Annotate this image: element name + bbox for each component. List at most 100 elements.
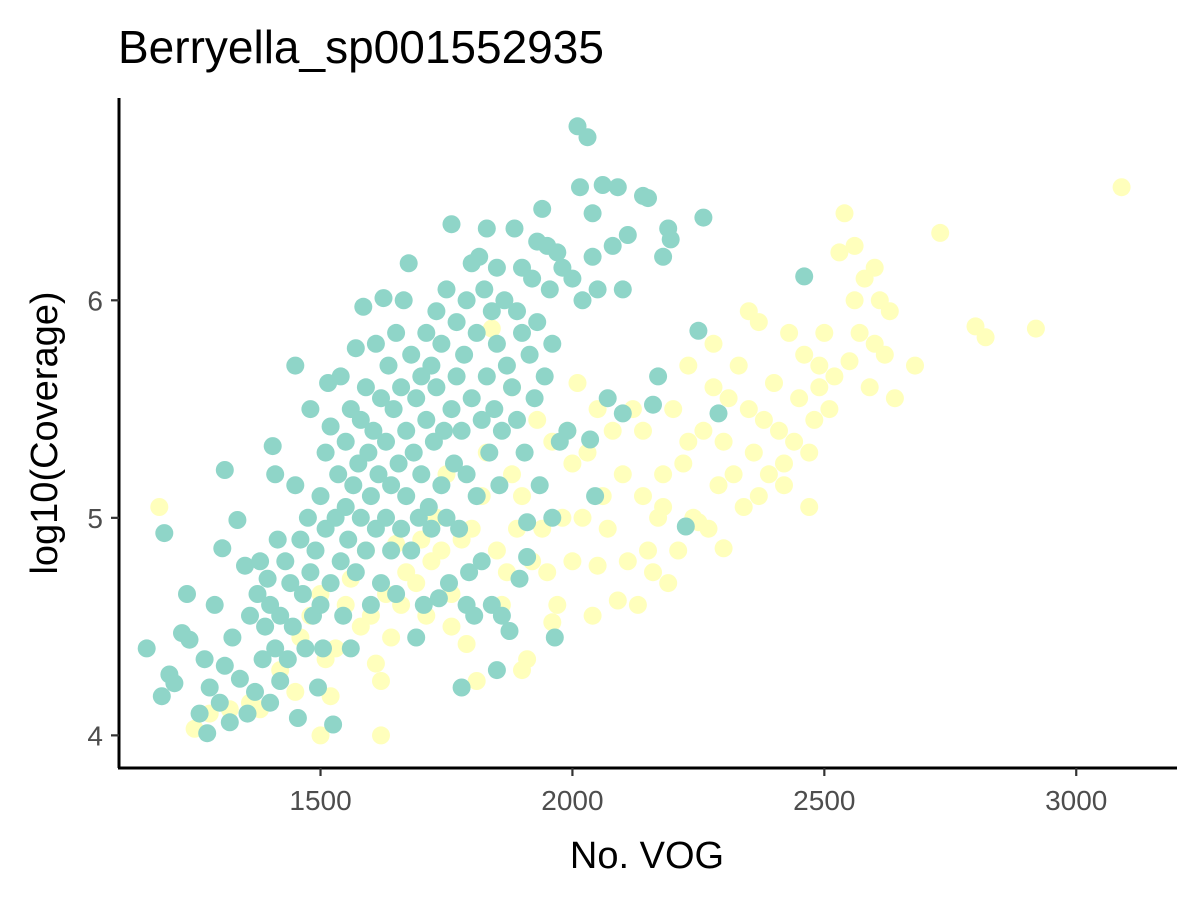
data-point-s0-126 — [931, 223, 950, 242]
data-point-s1-204 — [613, 404, 632, 423]
data-point-s0-82 — [679, 356, 698, 375]
data-point-s1-180 — [530, 476, 549, 495]
data-point-s0-104 — [785, 432, 804, 451]
data-point-s1-126 — [432, 334, 451, 353]
data-point-s1-170 — [510, 569, 529, 588]
data-point-s1-25 — [248, 585, 267, 603]
data-point-s1-148 — [470, 247, 489, 266]
data-point-s1-175 — [520, 345, 539, 364]
data-point-s0-106 — [795, 345, 814, 364]
data-point-s1-123 — [427, 378, 446, 397]
data-point-s1-138 — [452, 678, 471, 697]
data-point-s1-45 — [291, 530, 310, 549]
data-point-s1-120 — [422, 519, 441, 538]
data-point-s0-58 — [563, 454, 582, 473]
chart-title: Berryella_sp001552935 — [118, 21, 604, 73]
data-point-s1-0 — [137, 639, 156, 658]
data-point-s1-35 — [268, 530, 287, 549]
data-point-s1-48 — [298, 508, 317, 527]
data-point-s1-26 — [251, 552, 270, 571]
data-point-s1-191 — [563, 269, 582, 288]
data-point-s0-143 — [810, 356, 829, 375]
data-point-s0-88 — [709, 476, 728, 495]
data-point-s1-23 — [241, 606, 259, 625]
data-point-s1-212 — [661, 230, 680, 249]
data-point-s1-32 — [263, 437, 282, 456]
data-point-s1-149 — [472, 410, 491, 429]
data-point-s0-123 — [880, 302, 899, 321]
data-point-s1-66 — [331, 367, 350, 386]
data-point-s0-77 — [654, 465, 673, 484]
x-tick-label-2000: 2000 — [541, 785, 603, 816]
data-point-s0-135 — [634, 421, 652, 440]
data-point-s1-213 — [676, 517, 695, 536]
data-point-s1-163 — [495, 291, 514, 310]
x-tick-label-2500: 2500 — [793, 785, 855, 816]
data-point-s1-200 — [593, 176, 612, 194]
data-point-s1-221 — [518, 548, 537, 566]
data-point-s0-80 — [669, 541, 688, 560]
data-point-s1-4 — [165, 674, 184, 693]
data-point-s0-110 — [815, 323, 834, 342]
data-point-s1-97 — [384, 400, 403, 419]
data-point-s0-53 — [538, 563, 557, 582]
data-point-s1-37 — [271, 672, 290, 690]
data-point-s0-119 — [860, 378, 879, 397]
data-point-s1-176 — [523, 269, 542, 288]
data-point-s1-116 — [417, 323, 436, 342]
data-point-s1-158 — [487, 258, 506, 277]
data-point-s1-91 — [374, 289, 393, 308]
data-point-s1-135 — [447, 367, 466, 386]
data-point-s1-215 — [694, 208, 713, 227]
data-point-s0-14 — [326, 639, 345, 658]
data-point-s1-194 — [573, 291, 592, 310]
data-point-s0-102 — [775, 454, 793, 473]
data-point-s1-173 — [515, 443, 534, 462]
data-point-s1-124 — [429, 589, 448, 608]
data-point-s1-129 — [437, 508, 456, 527]
data-point-s1-96 — [382, 476, 401, 495]
data-point-s1-82 — [359, 443, 378, 462]
data-point-s1-216 — [709, 404, 728, 423]
data-point-s0-69 — [613, 465, 632, 484]
data-point-s1-95 — [382, 541, 401, 560]
x-axis-ticks: 1500 2000 2500 3000 — [289, 768, 1107, 816]
data-point-s0-66 — [598, 519, 617, 538]
data-point-s0-144 — [654, 498, 673, 516]
x-tick-label-1500: 1500 — [289, 785, 351, 816]
data-point-s1-39 — [278, 650, 297, 669]
y-axis-ticks: 4 5 6 — [87, 285, 119, 751]
data-point-s1-217 — [795, 267, 814, 286]
data-point-s1-49 — [301, 563, 320, 582]
data-point-s1-20 — [230, 669, 249, 688]
data-point-s1-220 — [543, 508, 562, 527]
data-point-s1-103 — [394, 291, 413, 310]
data-point-s1-133 — [445, 454, 463, 473]
data-point-s1-93 — [377, 432, 395, 451]
data-point-s1-10 — [198, 724, 217, 743]
data-point-s1-196 — [581, 430, 600, 449]
data-point-s1-162 — [492, 606, 511, 625]
data-point-s1-146 — [467, 323, 486, 342]
data-point-s0-75 — [644, 563, 662, 582]
data-point-s1-90 — [372, 574, 390, 593]
data-point-s1-92 — [377, 508, 395, 527]
data-point-s1-79 — [354, 297, 373, 316]
data-point-s1-134 — [447, 313, 466, 332]
data-point-s0-68 — [608, 591, 627, 610]
data-point-s1-68 — [336, 432, 355, 451]
data-point-s1-171 — [513, 323, 531, 342]
data-point-s0-86 — [699, 519, 718, 538]
data-point-s0-20 — [366, 654, 385, 673]
data-point-s1-109 — [404, 443, 423, 462]
data-point-s1-131 — [442, 215, 461, 234]
data-point-s1-114 — [412, 465, 431, 484]
data-point-s1-223 — [457, 595, 476, 614]
data-point-s0-72 — [628, 595, 647, 614]
data-point-s0-0 — [150, 498, 169, 516]
data-point-s1-19 — [228, 511, 247, 529]
data-point-s1-100 — [389, 454, 408, 473]
data-point-s0-85 — [694, 421, 713, 440]
data-point-s1-187 — [548, 243, 567, 262]
